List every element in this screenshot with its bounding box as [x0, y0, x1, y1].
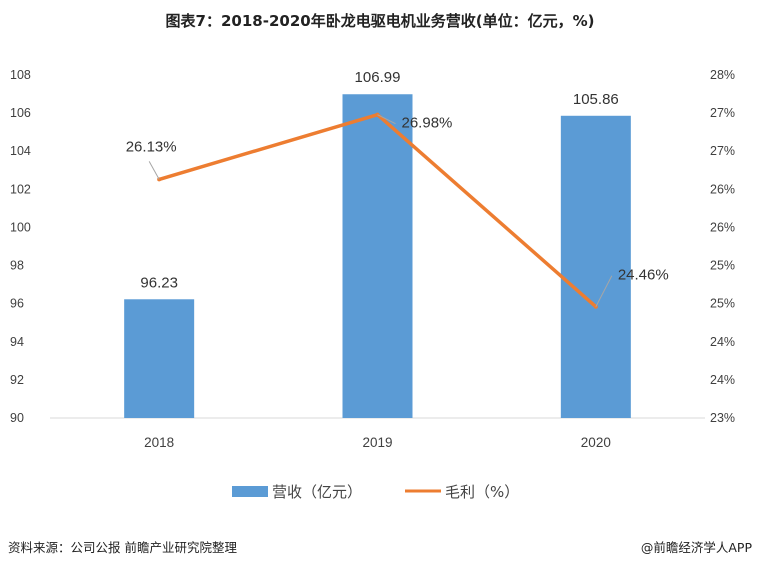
bar: [124, 299, 195, 418]
title-prefix: 图表7：: [165, 12, 221, 30]
right-tick-label: 23%: [710, 411, 735, 425]
bar-value-label: 105.86: [573, 91, 619, 108]
right-tick-label: 25%: [710, 259, 735, 273]
x-tick-label: 2019: [362, 435, 392, 450]
left-tick-label: 104: [10, 144, 31, 158]
right-tick-label: 26%: [710, 220, 735, 234]
bar-value-label: 96.23: [140, 274, 178, 291]
right-tick-label: 25%: [710, 297, 735, 311]
leader-line: [377, 114, 396, 125]
line-value-label: 26.13%: [126, 138, 177, 155]
legend: 营收（亿元） 毛利（%）: [232, 483, 519, 501]
x-axis: 2018 2019 2020: [144, 435, 611, 450]
right-tick-label: 26%: [710, 182, 735, 196]
legend-bar-label: 营收（亿元）: [272, 483, 362, 501]
legend-line-label: 毛利（%）: [445, 483, 519, 501]
left-tick-label: 102: [10, 182, 31, 196]
line-series: 26.13% 26.98% 24.46%: [126, 112, 669, 309]
title-main: 2018-2020年卧龙电驱电机业务营收(单位：亿元，%): [220, 12, 595, 30]
bar-value-label: 106.99: [355, 69, 401, 86]
left-tick-label: 94: [10, 335, 24, 349]
right-tick-label: 24%: [710, 373, 735, 387]
right-tick-label: 24%: [710, 335, 735, 349]
chart-title: 图表7：2018-2020年卧龙电驱电机业务营收(单位：亿元，%): [0, 10, 760, 31]
right-axis: 23% 24% 24% 25% 25% 26% 26% 27% 27% 28%: [710, 68, 735, 425]
bar: [342, 94, 413, 419]
source-note: 资料来源：公司公报 前瞻产业研究院整理: [8, 540, 237, 555]
left-tick-label: 106: [10, 106, 31, 120]
left-tick-label: 98: [10, 259, 24, 273]
x-tick-label: 2020: [581, 435, 611, 450]
left-axis: 90 92 94 96 98 100 102 104 106 108: [10, 68, 31, 425]
left-tick-label: 90: [10, 411, 24, 425]
brand-note: @前瞻经济学人APP: [640, 540, 752, 555]
legend-bar-swatch: [232, 486, 268, 497]
left-tick-label: 108: [10, 68, 31, 82]
left-tick-label: 92: [10, 373, 24, 387]
right-tick-label: 28%: [710, 68, 735, 82]
leader-line: [148, 161, 160, 180]
line-value-label: 24.46%: [618, 267, 669, 284]
line-value-label: 26.98%: [402, 115, 453, 132]
left-tick-label: 100: [10, 220, 31, 234]
left-tick-label: 96: [10, 297, 24, 311]
x-tick-label: 2018: [144, 435, 174, 450]
bar: [560, 115, 631, 418]
right-tick-label: 27%: [710, 144, 735, 158]
right-tick-label: 27%: [710, 106, 735, 120]
bar-series: 96.23 106.99 105.86: [124, 69, 631, 419]
leader-line: [595, 275, 613, 307]
